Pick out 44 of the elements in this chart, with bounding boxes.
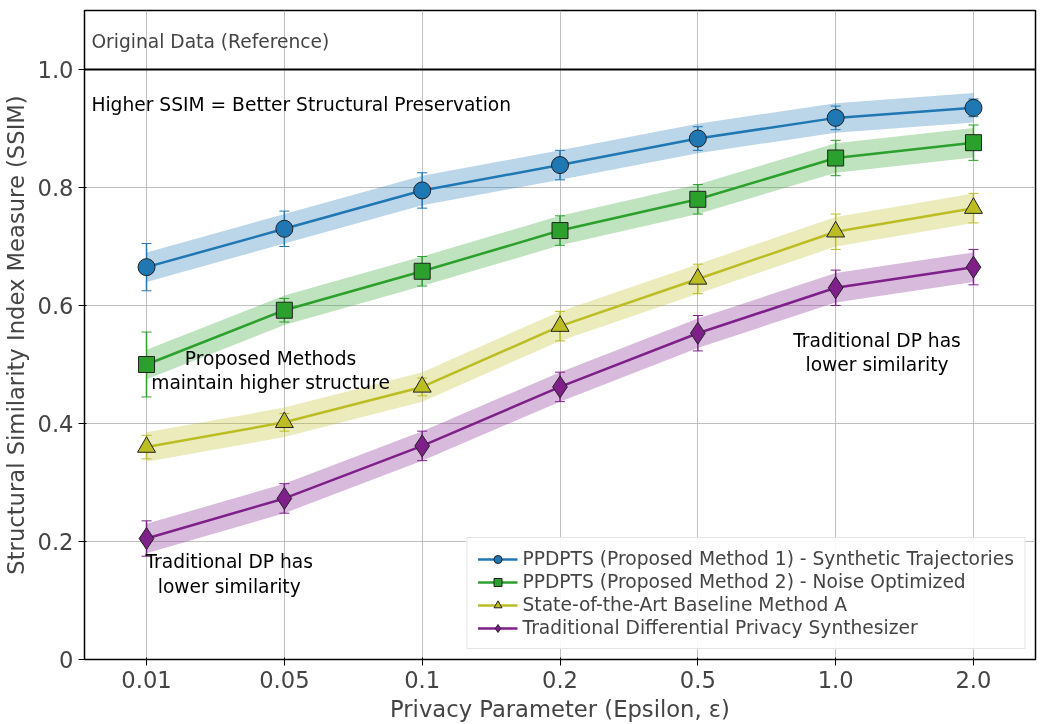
- point: [137, 258, 156, 277]
- point: [275, 219, 294, 238]
- point: [138, 356, 156, 373]
- point: [413, 181, 432, 200]
- y-tick-label: 0.6: [37, 293, 74, 319]
- point: [551, 222, 569, 240]
- y-tick-label: 1.0: [37, 57, 74, 83]
- point: [688, 129, 707, 148]
- point: [413, 262, 431, 280]
- legend-label: PPDPTS (Proposed Method 1) - Synthetic Trajectories: [522, 548, 1014, 569]
- point: [689, 321, 706, 345]
- x-tick-label: 2.0: [955, 666, 992, 693]
- annotation: Higher SSIM = Better Structural Preservation: [91, 94, 512, 116]
- point: [275, 301, 293, 319]
- x-tick-label: 0.2: [541, 666, 579, 693]
- ref-line-label: Original Data (Reference): [91, 30, 330, 52]
- annotation: Traditional DP has lower similarity: [792, 330, 961, 376]
- y-tick-label: 0.8: [37, 175, 74, 201]
- point: [826, 108, 845, 127]
- point: [138, 527, 155, 551]
- annotation: Proposed Methods maintain higher structure: [151, 347, 390, 393]
- y-tick-label: 0: [59, 647, 74, 673]
- point: [964, 134, 982, 152]
- x-tick-label: 0.1: [404, 666, 441, 693]
- legend-label: Traditional Differential Privacy Synthesizer: [522, 617, 918, 638]
- point: [276, 486, 293, 510]
- y-tick-label: 0.2: [37, 529, 74, 555]
- x-tick-label: 0.05: [259, 666, 310, 693]
- x-axis-title: Privacy Parameter (Epsilon, ε): [390, 695, 730, 722]
- point: [964, 98, 983, 117]
- point: [414, 434, 431, 458]
- annotation: Traditional DP has lower similarity: [144, 551, 314, 597]
- point: [827, 149, 845, 167]
- y-tick-label: 0.4: [37, 411, 74, 437]
- x-tick-label: 0.01: [121, 666, 172, 693]
- point: [827, 276, 844, 300]
- x-tick-label: 1.0: [817, 666, 854, 693]
- legend-label: PPDPTS (Proposed Method 2) - Noise Optimized: [522, 571, 966, 592]
- legend-label: State-of-the-Art Baseline Method A: [522, 594, 847, 615]
- x-tick-label: 0.5: [679, 666, 716, 693]
- y-axis-title: Structural Similarity Index Measure (SSIM): [3, 95, 30, 575]
- point: [965, 255, 982, 279]
- point: [689, 190, 707, 208]
- point: [551, 156, 569, 175]
